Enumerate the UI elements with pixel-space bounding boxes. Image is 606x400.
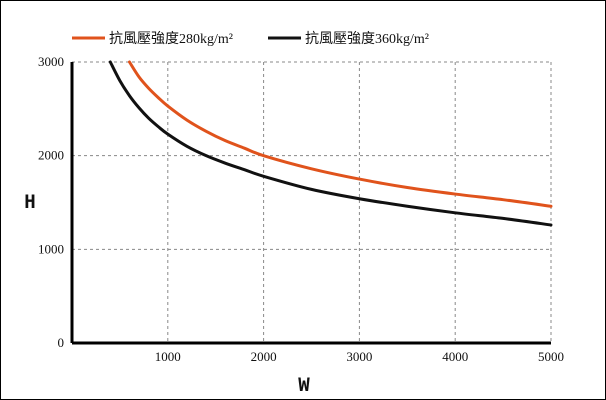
tick-labels: 1000 2000 3000 4000 5000 0 1000 2000 3000 (38, 54, 564, 364)
y-tick-label-1000: 1000 (38, 241, 64, 256)
x-tick-label-4000: 4000 (442, 349, 468, 364)
y-tick-label-2000: 2000 (38, 148, 64, 163)
x-tick-label-3000: 3000 (346, 349, 372, 364)
series-line-2 (108, 60, 553, 227)
x-tick-label-1000: 1000 (155, 349, 181, 364)
legend: 抗風壓強度280kg/m² 抗風壓強度360kg/m² (72, 31, 429, 47)
legend-label-1: 抗風壓強度280kg/m² (109, 31, 233, 47)
x-tick-label-5000: 5000 (538, 349, 564, 364)
y-tick-label-3000: 3000 (38, 54, 64, 69)
y-axis-label: H (24, 191, 35, 213)
series-line-1 (127, 60, 553, 208)
legend-label-2: 抗風壓強度360kg/m² (305, 31, 429, 47)
axes (70, 62, 551, 345)
x-tick-label-2000: 2000 (251, 349, 277, 364)
y-tick-label-0: 0 (58, 335, 65, 350)
grid (72, 61, 552, 343)
series-lines (108, 60, 553, 227)
x-axis-label: W (298, 374, 310, 396)
